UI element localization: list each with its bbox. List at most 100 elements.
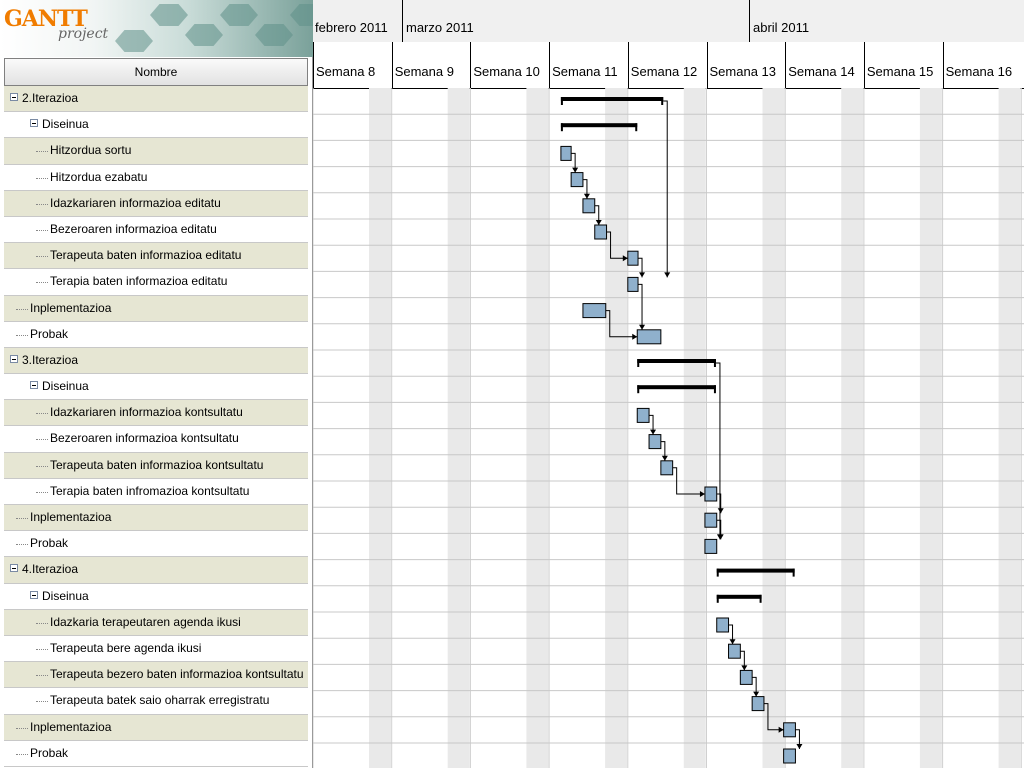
logo-subtext: project xyxy=(58,26,109,42)
task-bar[interactable] xyxy=(636,329,662,345)
tree-row[interactable]: Inplementazioa xyxy=(4,295,308,322)
week-label: Semana 9 xyxy=(394,64,454,79)
task-bar[interactable] xyxy=(751,696,765,712)
tree-row[interactable]: Terapeuta batek saio oharrak erregistrat… xyxy=(4,688,308,715)
month-separator xyxy=(402,0,403,42)
week-separator xyxy=(706,42,708,88)
task-bar[interactable] xyxy=(660,460,674,476)
collapse-toggle-icon[interactable] xyxy=(10,93,18,101)
dependency-link xyxy=(638,283,643,330)
weekend-shade xyxy=(762,88,785,768)
tree-row[interactable]: Idazkaria terapeutaren agenda ikusi xyxy=(4,609,308,636)
collapse-toggle-icon[interactable] xyxy=(30,119,38,128)
tree-row[interactable]: Hitzordua ezabatu xyxy=(4,165,308,191)
task-name-label: Idazkariaren informazioa kontsultatu xyxy=(50,405,243,420)
task-tree: 2.Iterazioa Diseinua Hitzordua sortu Hitzor… xyxy=(4,86,308,767)
dependency-arrowhead xyxy=(639,324,646,330)
task-name-label: Diseinua xyxy=(42,379,89,394)
collapse-toggle-icon[interactable] xyxy=(10,354,18,363)
tree-row[interactable]: Terapia baten informazioa editatu xyxy=(4,269,308,296)
tree-row[interactable]: Terapeuta baten informazioa kontsultatu xyxy=(4,452,308,479)
dependency-arrowhead xyxy=(778,726,784,733)
task-bar[interactable] xyxy=(728,643,741,659)
task-bar[interactable] xyxy=(582,198,596,214)
dependency-arrowhead xyxy=(583,193,590,199)
collapse-toggle-icon[interactable] xyxy=(10,564,18,573)
dependency-link xyxy=(716,519,722,540)
tree-row[interactable]: Terapeuta baten informazioa editatu xyxy=(4,243,308,270)
summary-task-end-cap xyxy=(792,568,795,577)
week-label: Semana 14 xyxy=(788,64,855,79)
dependency-arrowhead xyxy=(664,272,671,278)
task-name-label: Hitzordua ezabatu xyxy=(50,169,148,184)
task-bar[interactable] xyxy=(627,250,639,266)
task-name-label: Probak xyxy=(30,326,69,341)
dependency-arrowhead xyxy=(639,272,646,278)
tree-row[interactable]: Terapia baten infromazioa kontsultatu xyxy=(4,479,308,505)
task-name-label: Terapeuta batek saio oharrak erregistrat… xyxy=(50,693,270,708)
tree-row[interactable]: Idazkariaren informazioa editatu xyxy=(4,190,308,217)
name-column-header[interactable]: Nombre xyxy=(4,58,308,86)
task-bar[interactable] xyxy=(704,486,718,502)
tree-row[interactable]: Diseinua xyxy=(4,584,308,610)
summary-task-end-cap xyxy=(635,123,638,132)
task-bar[interactable] xyxy=(594,224,608,240)
task-name-label: Diseinua xyxy=(42,588,89,603)
task-bar[interactable] xyxy=(627,276,639,292)
tree-row[interactable]: Bezeroaren informazioa editatu xyxy=(4,217,308,244)
tree-connector-line xyxy=(36,282,48,284)
tree-row[interactable]: Probak xyxy=(4,531,308,558)
tree-row[interactable]: Probak xyxy=(4,322,308,348)
chart-canvas[interactable] xyxy=(313,88,1024,768)
month-header-row: febrero 2011 marzo 2011 abril 2011 xyxy=(313,0,1024,43)
tree-connector-line xyxy=(36,622,48,624)
task-bar[interactable] xyxy=(716,617,730,633)
chart-grid[interactable] xyxy=(313,88,1024,768)
tree-row[interactable]: Probak xyxy=(4,741,308,767)
tree-row[interactable]: 4.Iterazioa xyxy=(4,557,308,584)
task-name-label: 3.Iterazioa xyxy=(22,352,79,367)
collapse-toggle-icon[interactable] xyxy=(30,381,38,390)
task-bar[interactable] xyxy=(783,748,796,764)
dependency-arrowhead xyxy=(650,429,657,435)
tree-row[interactable]: Inplementazioa xyxy=(4,714,308,741)
tree-row[interactable]: Hitzordua sortu xyxy=(4,138,308,165)
summary-task-start-cap xyxy=(560,97,563,105)
tree-connector-line xyxy=(36,648,48,650)
task-name-label: Terapeuta baten informazioa kontsultatu xyxy=(50,457,264,472)
tree-row[interactable]: Inplementazioa xyxy=(4,505,308,532)
task-bar[interactable] xyxy=(704,512,718,528)
tree-connector-line xyxy=(16,334,28,336)
collapse-toggle-icon[interactable] xyxy=(30,590,38,599)
tree-row[interactable]: 2.Iterazioa xyxy=(4,86,308,113)
tree-connector-line xyxy=(16,308,28,310)
task-bar[interactable] xyxy=(560,145,572,161)
tree-row[interactable]: 3.Iterazioa xyxy=(4,347,308,375)
task-bar[interactable] xyxy=(636,407,650,423)
task-bar[interactable] xyxy=(570,172,584,188)
task-bar[interactable] xyxy=(783,722,796,738)
task-tree-panel: GANTT project Nombre 2.Iterazioa Diseinua… xyxy=(0,0,313,768)
task-bar[interactable] xyxy=(739,669,753,685)
tree-row[interactable]: Terapeuta bezero baten informazioa konts… xyxy=(4,662,308,689)
task-name-label: Inplementazioa xyxy=(30,719,112,734)
dependency-link xyxy=(728,624,734,645)
weekend-shade xyxy=(605,88,628,768)
dependency-link xyxy=(716,493,722,514)
tree-row[interactable]: Idazkariaren informazioa kontsultatu xyxy=(4,400,308,427)
task-bar[interactable] xyxy=(648,434,662,450)
dependency-arrowhead xyxy=(741,665,748,671)
tree-row[interactable]: Diseinua xyxy=(4,112,308,139)
dependency-arrowhead xyxy=(716,534,723,540)
tree-row[interactable]: Bezeroaren informazioa kontsultatu xyxy=(4,426,308,453)
task-name-label: Inplementazioa xyxy=(30,300,112,315)
task-bar[interactable] xyxy=(582,303,607,319)
tree-connector-line xyxy=(36,256,48,258)
task-name-label: Terapeuta bezero baten informazioa konts… xyxy=(50,667,304,682)
tree-row[interactable]: Terapeuta bere agenda ikusi xyxy=(4,636,308,663)
tree-row[interactable]: Diseinua xyxy=(4,374,308,401)
dependency-link xyxy=(740,650,745,671)
task-name-label: Bezeroaren informazioa kontsultatu xyxy=(50,431,239,446)
week-separator xyxy=(785,42,787,88)
task-bar[interactable] xyxy=(704,538,718,554)
